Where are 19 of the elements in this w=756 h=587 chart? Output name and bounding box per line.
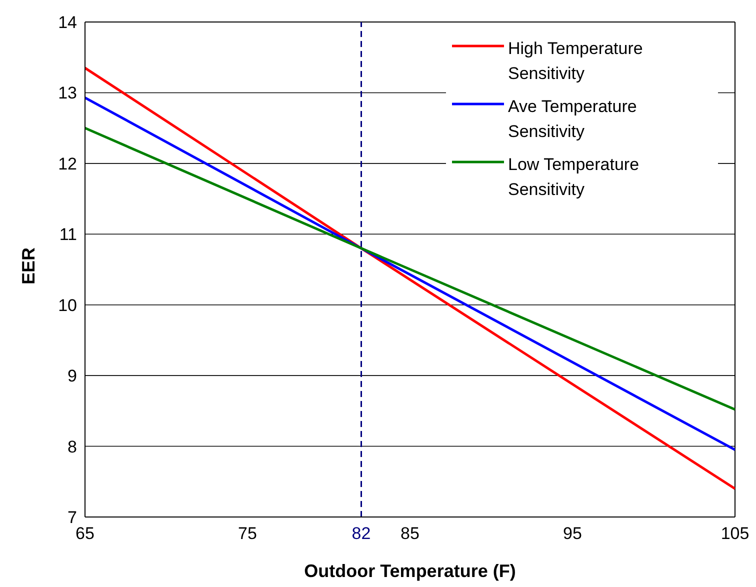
x-tick-label: 75 <box>238 524 257 543</box>
y-tick-label: 8 <box>68 437 77 456</box>
y-tick-label: 13 <box>58 84 77 103</box>
x-tick-label: 85 <box>400 524 420 543</box>
y-tick-label: 11 <box>59 225 77 244</box>
x-tick-label: 95 <box>563 524 582 543</box>
y-tick-label: 12 <box>58 154 77 174</box>
legend-label: High Temperature Sensitivity <box>508 38 644 85</box>
y-tick-label: 9 <box>68 366 77 386</box>
x-tick-label: 105 <box>720 524 750 543</box>
x-axis-title: Outdoor Temperature (F) <box>304 561 516 581</box>
x-tick-label: 65 <box>76 524 94 543</box>
x-tick-label: 82 <box>352 524 371 543</box>
legend-label: Ave Temperature Sensitivity <box>508 96 638 143</box>
y-tick-label: 14 <box>58 13 77 32</box>
legend-label: Low Temperature Sensitivity <box>508 154 640 201</box>
y-axis-title: EER <box>18 247 38 284</box>
y-tick-label: 10 <box>58 296 77 315</box>
y-tick-label: 7 <box>68 508 77 528</box>
